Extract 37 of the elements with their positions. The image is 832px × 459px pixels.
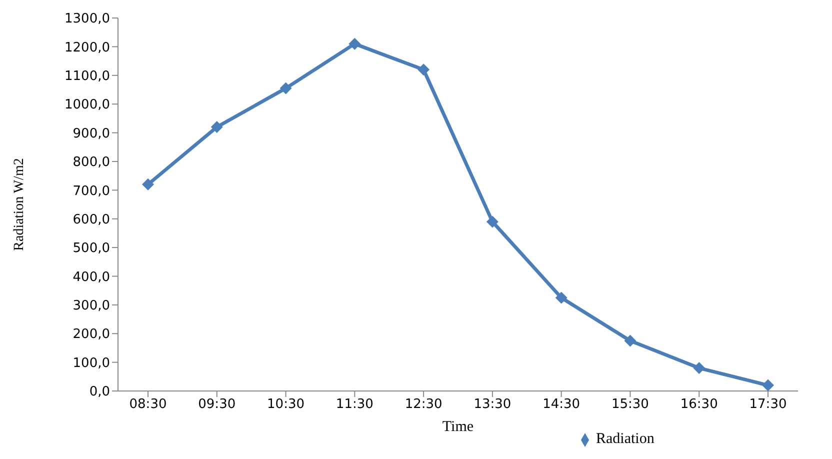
y-tick-label: 500,0 [72,241,110,256]
y-tick-label: 300,0 [72,298,110,314]
x-tick-label: 09:30 [198,397,236,412]
x-tick-label: 17:30 [749,397,787,412]
x-tick-label: 16:30 [680,397,718,412]
y-tick-label: 1000,0 [64,98,110,113]
point [624,334,636,347]
y-tick-label: 1100,0 [64,69,110,84]
y-tick-label: 800,0 [72,155,110,170]
x-tick-label: 11:30 [336,397,374,412]
point [693,362,706,374]
x-axis-title: Time [442,419,474,435]
point [555,292,568,304]
x-tick-label: 14:30 [542,397,580,412]
x-tick-label: 15:30 [611,397,649,412]
y-tick-label: 600,0 [72,212,110,228]
y-tick-label: 700,0 [72,184,110,199]
point [418,64,430,76]
x-tick-label: 10:30 [267,397,305,412]
x-tick-label: 12:30 [404,397,442,412]
point [210,121,223,134]
y-tick-label: 1300,0 [64,12,110,27]
point [348,38,361,50]
y-tick-label: 900,0 [72,126,110,142]
x-tick-label: 08:30 [129,397,167,412]
y-tick-label: 200,0 [72,327,110,342]
x-tick-label: 13:30 [474,397,512,412]
point [280,82,292,94]
y-axis-title: Radiation W/m2 [12,158,27,251]
y-tick-label: 1200,0 [64,40,110,56]
y-tick-label: 100,0 [72,356,110,371]
point [142,178,154,190]
point [762,379,774,391]
y-tick-label: 0,0 [89,384,110,400]
point [486,216,498,228]
legend-label: Radiation [596,431,654,447]
y-tick-label: 400,0 [72,270,110,285]
